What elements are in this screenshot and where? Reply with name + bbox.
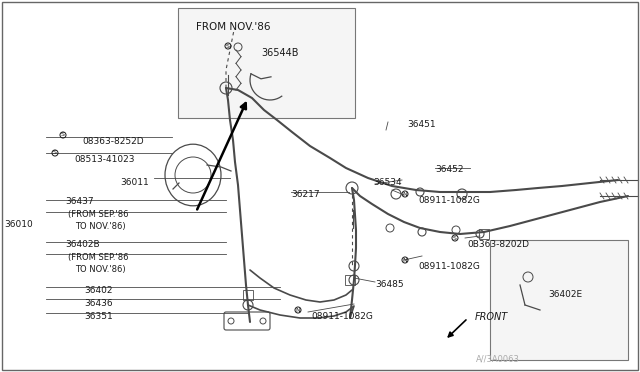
- Text: FROM NOV.'86: FROM NOV.'86: [196, 22, 271, 32]
- Text: 0B363-8202D: 0B363-8202D: [467, 240, 529, 249]
- Text: 36437: 36437: [65, 197, 93, 206]
- Text: N: N: [296, 308, 300, 312]
- Text: 08911-1082G: 08911-1082G: [311, 312, 373, 321]
- Text: 36485: 36485: [375, 280, 404, 289]
- Text: 08911-1082G: 08911-1082G: [418, 196, 480, 205]
- Text: N: N: [403, 192, 408, 196]
- Bar: [243, 290, 253, 300]
- Text: 36217: 36217: [291, 190, 319, 199]
- Text: (FROM SEP.'86: (FROM SEP.'86: [68, 253, 129, 262]
- Text: N: N: [403, 257, 408, 263]
- Text: (FROM SEP.'86: (FROM SEP.'86: [68, 210, 129, 219]
- Text: 08363-8252D: 08363-8252D: [82, 137, 143, 146]
- Text: 36351: 36351: [84, 312, 113, 321]
- Bar: [345, 275, 355, 285]
- Text: 36534: 36534: [373, 178, 402, 187]
- Text: 36402E: 36402E: [548, 290, 582, 299]
- Text: 36010: 36010: [4, 220, 33, 229]
- Text: 36402: 36402: [84, 286, 113, 295]
- Text: 36452: 36452: [435, 165, 463, 174]
- Text: 08513-41023: 08513-41023: [74, 155, 134, 164]
- Text: S: S: [226, 44, 230, 48]
- Text: 08911-1082G: 08911-1082G: [418, 262, 480, 271]
- Bar: [490, 240, 628, 360]
- Text: 36544B: 36544B: [261, 48, 298, 58]
- Text: S: S: [61, 132, 65, 138]
- Text: TO NOV.'86): TO NOV.'86): [75, 222, 125, 231]
- Text: 36402B: 36402B: [65, 240, 100, 249]
- Text: FRONT: FRONT: [475, 312, 508, 322]
- Text: TO NOV.'86): TO NOV.'86): [75, 265, 125, 274]
- Bar: [178, 8, 355, 118]
- Text: 36451: 36451: [407, 120, 436, 129]
- Text: S: S: [53, 151, 57, 155]
- Text: 36011: 36011: [120, 178, 148, 187]
- Text: A//3A0063: A//3A0063: [476, 355, 520, 364]
- Bar: [479, 229, 489, 239]
- Text: 36436: 36436: [84, 299, 113, 308]
- Text: S: S: [453, 235, 457, 241]
